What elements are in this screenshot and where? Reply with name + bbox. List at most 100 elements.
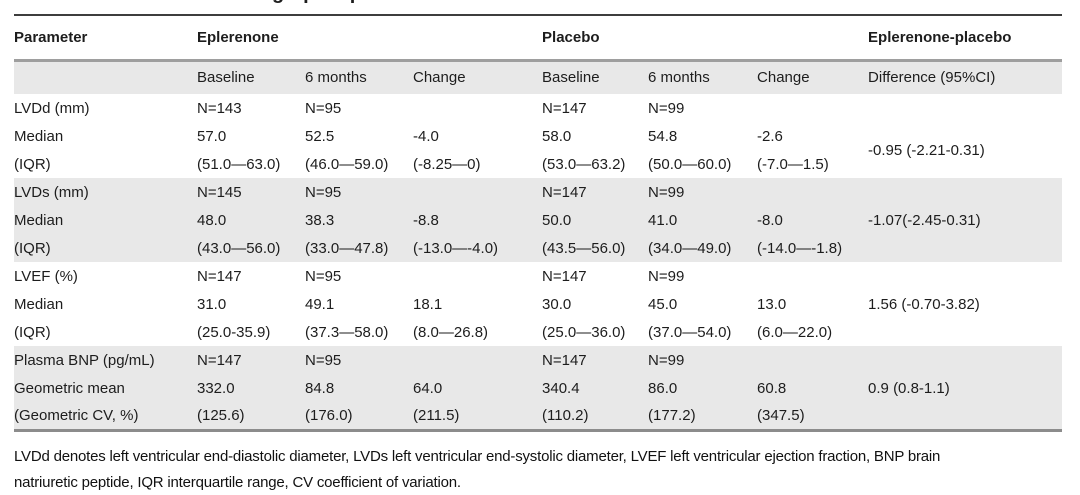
row-label: LVDs (mm) [14,183,89,201]
table-row: (IQR) (25.0-35.9) (37.3—58.0) (8.0—26.8)… [14,318,1062,346]
row-label: (IQR) [14,155,51,173]
data-cell [757,346,868,374]
data-cell: (177.2) [648,406,696,424]
difference-cell: -1.07(-2.45-0.31) [868,211,981,229]
column-header-parameter: Parameter [14,28,88,46]
data-cell [757,94,868,122]
table-row: Median 48.0 38.3 -8.8 50.0 41.0 -8.0 -1.… [14,206,1062,234]
row-label: LVDd (mm) [14,99,90,117]
section-lvds: LVDs (mm) N=145 N=95 N=147 N=99 Median 4… [14,178,1063,262]
data-cell: (176.0) [305,406,353,424]
data-cell: 86.0 [648,379,678,397]
data-cell: N=95 [305,99,342,117]
table-row: Median 57.0 52.5 -4.0 58.0 54.8 -2.6 -0.… [14,122,1062,159]
subheader-6months-eplerenone: 6 months [305,58,413,94]
data-cell: 54.8 [648,127,678,145]
data-cell: 49.1 [305,295,335,313]
difference-cell: -0.95 (-2.21-0.31) [868,141,985,159]
table-head: Parameter Eplerenone Placebo Eplerenone-… [14,15,1063,94]
empty-cell [868,402,1062,430]
section-lvdd: LVDd (mm) N=143 N=95 N=147 N=99 Median 5… [14,94,1062,178]
table-footnote: LVDd denotes left ventricular end-diasto… [14,444,1080,495]
data-cell: (110.2) [542,406,589,424]
row-label: LVEF (%) [14,267,78,285]
table-row: (Geometric CV, %) (125.6) (176.0) (211.5… [14,402,1062,430]
data-cell: 64.0 [413,379,443,397]
data-cell: N=95 [305,267,342,285]
data-cell: -4.0 [413,127,439,145]
data-cell: (-7.0—1.5) [757,155,829,173]
data-cell: (53.0—63.2) [542,155,626,173]
data-cell: N=147 [542,267,587,285]
data-cell: (211.5) [413,406,460,424]
table-row: Median 31.0 49.1 18.1 30.0 45.0 13.0 1.5… [14,290,1062,318]
data-cell: 31.0 [197,295,227,313]
data-cell [757,262,868,290]
data-cell: N=99 [648,183,685,201]
data-cell [413,346,542,374]
subheader-change-placebo: Change [757,58,869,94]
data-cell: 50.0 [542,211,572,229]
subheader-difference: Difference (95%CI) [868,58,1063,94]
data-cell: (43.5—56.0) [542,239,626,257]
data-cell: 57.0 [197,127,227,145]
data-cell: (46.0—59.0) [305,155,389,173]
empty-cell [868,262,1062,290]
data-cell [413,262,542,290]
column-group-eplerenone-placebo: Eplerenone-placebo [868,28,1012,46]
data-cell: 340.4 [542,379,580,397]
section-lvef: LVEF (%) N=147 N=95 N=147 N=99 Median 31… [14,262,1062,346]
data-cell: 13.0 [757,295,787,313]
row-label: Plasma BNP (pg/mL) [14,351,155,369]
table-row: (IQR) (51.0—63.0) (46.0—59.0) (-8.25—0) … [14,150,1062,178]
data-cell: N=147 [197,351,242,369]
subheader-baseline-placebo: Baseline [542,58,649,94]
data-cell: N=147 [542,183,587,201]
data-cell: (43.0—56.0) [197,239,281,257]
table-row: LVDs (mm) N=145 N=95 N=147 N=99 [14,178,1062,206]
data-cell: (33.0—47.8) [305,239,389,257]
data-cell: (25.0—36.0) [542,323,626,341]
table-row: LVEF (%) N=147 N=95 N=147 N=99 [14,262,1062,290]
data-cell: (-14.0—-1.8) [757,239,843,257]
data-cell: 332.0 [197,379,235,397]
data-cell: N=147 [542,99,587,117]
data-cell: (347.5) [757,406,805,424]
data-cell: 48.0 [197,211,227,229]
data-cell: 18.1 [413,295,443,313]
data-cell: N=95 [305,183,342,201]
data-cell: 30.0 [542,295,572,313]
section-bnp: Plasma BNP (pg/mL) N=147 N=95 N=147 N=99… [14,346,1063,430]
empty-cell [868,318,1062,346]
data-cell: N=143 [197,99,242,117]
subheader-6months-placebo: 6 months [648,58,758,94]
data-cell: N=99 [648,99,685,117]
row-label: Geometric mean [14,379,125,397]
data-cell: (37.3—58.0) [305,323,389,341]
empty-cell [868,178,1062,206]
empty-cell [868,346,1062,374]
row-label: Median [14,211,64,229]
data-cell: 84.8 [305,379,335,397]
row-label: (IQR) [14,323,51,341]
subheader-row: Baseline 6 months Change Baseline 6 mont… [14,58,1063,94]
clipped-table-title: graphic parameters [0,0,1080,14]
data-cell: N=147 [542,351,587,369]
subheader-change-eplerenone: Change [413,58,543,94]
row-label: (IQR) [14,239,51,257]
empty-cell [868,94,1062,122]
data-cell: (50.0—60.0) [648,155,732,173]
row-label: Median [14,295,64,313]
column-group-placebo: Placebo [542,28,600,46]
footnote-line: natriuretic peptide, IQR interquartile r… [14,473,461,491]
data-cell: (51.0—63.0) [197,155,281,173]
data-cell: (34.0—49.0) [648,239,732,257]
difference-cell: 0.9 (0.8-1.1) [868,379,950,397]
data-cell [413,178,542,206]
data-cell: 38.3 [305,211,335,229]
data-cell: (37.0—54.0) [648,323,732,341]
footnote-line: LVDd denotes left ventricular end-diasto… [14,447,941,465]
data-cell: (25.0-35.9) [197,323,271,341]
row-label: Median [14,127,64,145]
